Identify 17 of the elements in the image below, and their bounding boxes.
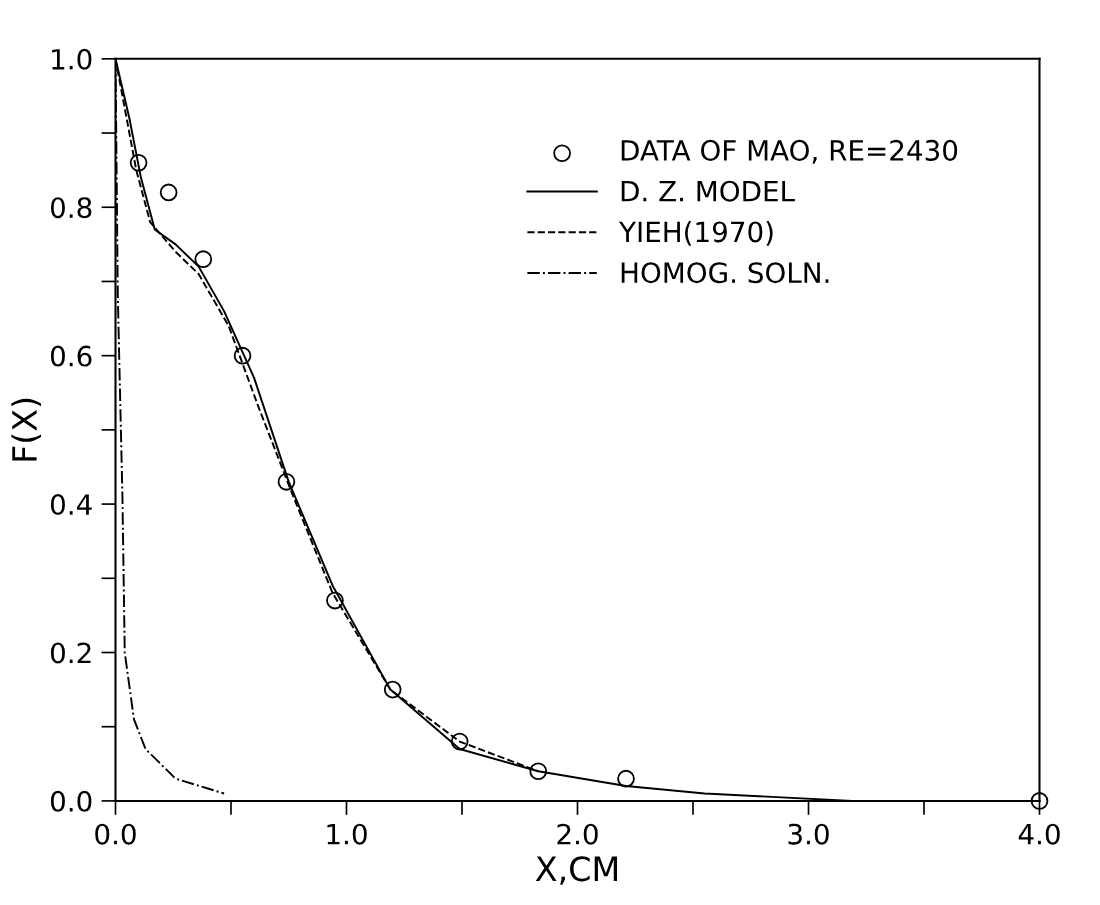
x-tick-label: 0.0 <box>95 823 136 845</box>
y-tick-label: 0.6 <box>50 345 92 367</box>
y-tick-label: 0.4 <box>50 494 92 516</box>
legend-label: DATA OF MAO, RE=2430 <box>621 139 958 164</box>
y-axis-title: F(X) <box>11 398 42 461</box>
x-tick-label: 3.0 <box>788 823 829 845</box>
y-tick-label: 0.8 <box>50 197 92 219</box>
y-tick-label: 0.2 <box>50 642 91 664</box>
x-axis-title: X,CM <box>535 856 617 885</box>
x-tick-label: 4.0 <box>1018 823 1060 845</box>
y-tick-label: 0.0 <box>50 790 92 812</box>
y-tick-label: 1.0 <box>52 48 92 70</box>
legend-label: HOMOG. SOLN. <box>621 262 829 284</box>
x-tick-label: 2.0 <box>557 823 598 845</box>
x-tick-label: 1.0 <box>327 823 367 845</box>
legend-label: YIEH(1970) <box>618 220 773 246</box>
legend-label: D. Z. MODEL <box>621 180 795 202</box>
